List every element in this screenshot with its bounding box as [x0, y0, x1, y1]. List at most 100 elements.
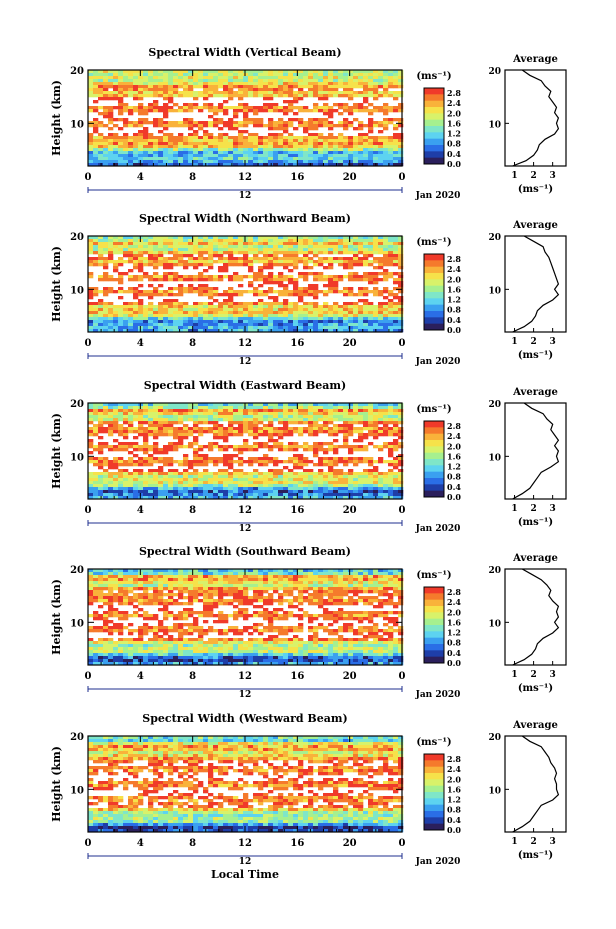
heatmap-cell: [193, 239, 199, 243]
heatmap-cell: [238, 323, 244, 327]
heatmap-cell: [333, 85, 339, 89]
heatmap-cell: [258, 139, 264, 143]
heatmap-cell: [218, 151, 224, 155]
heatmap-cell: [283, 487, 289, 491]
heatmap-cell: [138, 142, 144, 146]
heatmap-cell: [258, 317, 264, 321]
heatmap-cell: [288, 281, 294, 285]
heatmap-cell: [143, 439, 149, 443]
heatmap-cell: [133, 463, 139, 467]
heatmap-cell: [373, 239, 379, 243]
heatmap-cell: [98, 451, 104, 455]
heatmap-cell: [203, 151, 209, 155]
heatmap-cell: [208, 82, 214, 86]
x-tick-label: 12: [238, 338, 252, 349]
heatmap-cell: [193, 403, 199, 407]
heatmap-cell: [138, 484, 144, 488]
heatmap-cell: [88, 142, 94, 146]
heatmap-cell: [358, 142, 364, 146]
colorbar-segment: [424, 107, 444, 114]
heatmap-cell: [338, 154, 344, 158]
heatmap-cell: [103, 445, 109, 449]
heatmap-cell: [318, 472, 324, 476]
heatmap-cell: [283, 94, 289, 98]
heatmap-cell: [378, 487, 384, 491]
heatmap-cell: [193, 142, 199, 146]
heatmap-cell: [393, 91, 399, 95]
heatmap-cell: [263, 136, 269, 140]
heatmap-cell: [178, 94, 184, 98]
heatmap-cell: [178, 487, 184, 491]
heatmap-cell: [228, 406, 234, 410]
heatmap-cell: [88, 121, 94, 125]
heatmap-cell: [303, 472, 309, 476]
heatmap-cell: [288, 88, 294, 92]
heatmap-cell: [228, 490, 234, 494]
heatmap-cell: [113, 317, 119, 321]
heatmap-cell: [118, 287, 124, 291]
heatmap-cell: [373, 484, 379, 488]
heatmap-cell: [348, 326, 354, 330]
heatmap-cell: [223, 266, 229, 270]
heatmap-cell: [193, 266, 199, 270]
heatmap-cell: [338, 478, 344, 482]
heatmap-cell: [323, 430, 329, 434]
heatmap-cell: [108, 409, 114, 413]
heatmap-cell: [243, 490, 249, 494]
heatmap-cell: [343, 439, 349, 443]
heatmap-cell: [133, 493, 139, 497]
heatmap-cell: [193, 409, 199, 413]
heatmap-cell: [288, 142, 294, 146]
heatmap-cell: [203, 160, 209, 164]
heatmap-cell: [158, 490, 164, 494]
heatmap-cell: [133, 484, 139, 488]
heatmap-cell: [388, 139, 394, 143]
heatmap-cell: [353, 91, 359, 95]
heatmap-cell: [168, 73, 174, 77]
heatmap-cell: [128, 430, 134, 434]
heatmap-cell: [128, 278, 134, 282]
heatmap-cell: [188, 163, 194, 167]
heatmap-cell: [253, 148, 259, 152]
heatmap-cell: [203, 478, 209, 482]
heatmap-cell: [363, 478, 369, 482]
heatmap-cell: [348, 245, 354, 249]
heatmap-cell: [203, 418, 209, 422]
heatmap-cell: [358, 418, 364, 422]
heatmap-cell: [348, 430, 354, 434]
heatmap-cell: [118, 424, 124, 428]
heatmap-cell: [238, 487, 244, 491]
heatmap-cell: [263, 263, 269, 267]
heatmap-cell: [353, 415, 359, 419]
heatmap-cell: [98, 442, 104, 446]
heatmap-cell: [338, 430, 344, 434]
heatmap-cell: [258, 266, 264, 270]
heatmap-cell: [383, 160, 389, 164]
heatmap-cell: [183, 266, 189, 270]
heatmap-cell: [263, 442, 269, 446]
heatmap-cell: [93, 320, 99, 324]
heatmap-cell: [278, 406, 284, 410]
heatmap-cell: [328, 266, 334, 270]
heatmap-cell: [233, 145, 239, 149]
heatmap-cell: [158, 493, 164, 497]
heatmap-cell: [288, 302, 294, 306]
heatmap-cell: [93, 145, 99, 149]
heatmap-cell: [208, 317, 214, 321]
heatmap-cell: [123, 157, 129, 161]
heatmap-cell: [93, 142, 99, 146]
heatmap-cell: [203, 469, 209, 473]
heatmap-cell: [188, 260, 194, 264]
heatmap-cell: [148, 421, 154, 425]
heatmap-cell: [283, 314, 289, 318]
heatmap-cell: [293, 412, 299, 416]
heatmap-cell: [388, 157, 394, 161]
heatmap-cell: [138, 94, 144, 98]
heatmap-cell: [88, 272, 94, 276]
heatmap-cell: [168, 460, 174, 464]
heatmap-cell: [333, 418, 339, 422]
heatmap-cell: [308, 85, 314, 89]
heatmap-cell: [373, 151, 379, 155]
heatmap-cell: [393, 142, 399, 146]
heatmap-cell: [308, 91, 314, 95]
